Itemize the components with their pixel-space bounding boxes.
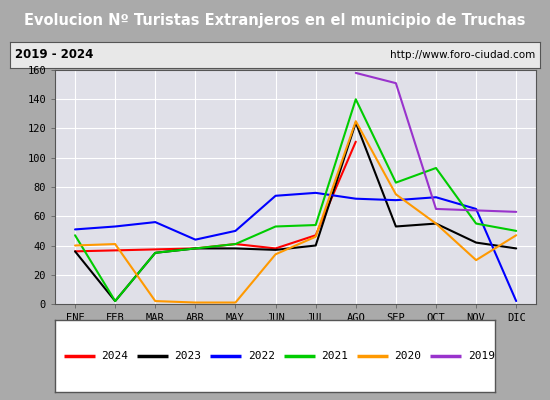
Text: 2019: 2019	[468, 351, 495, 361]
Text: 2019 - 2024: 2019 - 2024	[15, 48, 94, 62]
Text: Evolucion Nº Turistas Extranjeros en el municipio de Truchas: Evolucion Nº Turistas Extranjeros en el …	[24, 14, 526, 28]
Text: 2022: 2022	[248, 351, 275, 361]
Text: 2021: 2021	[321, 351, 348, 361]
Text: http://www.foro-ciudad.com: http://www.foro-ciudad.com	[389, 50, 535, 60]
Text: 2023: 2023	[174, 351, 201, 361]
Text: 2024: 2024	[101, 351, 128, 361]
Text: 2020: 2020	[394, 351, 421, 361]
